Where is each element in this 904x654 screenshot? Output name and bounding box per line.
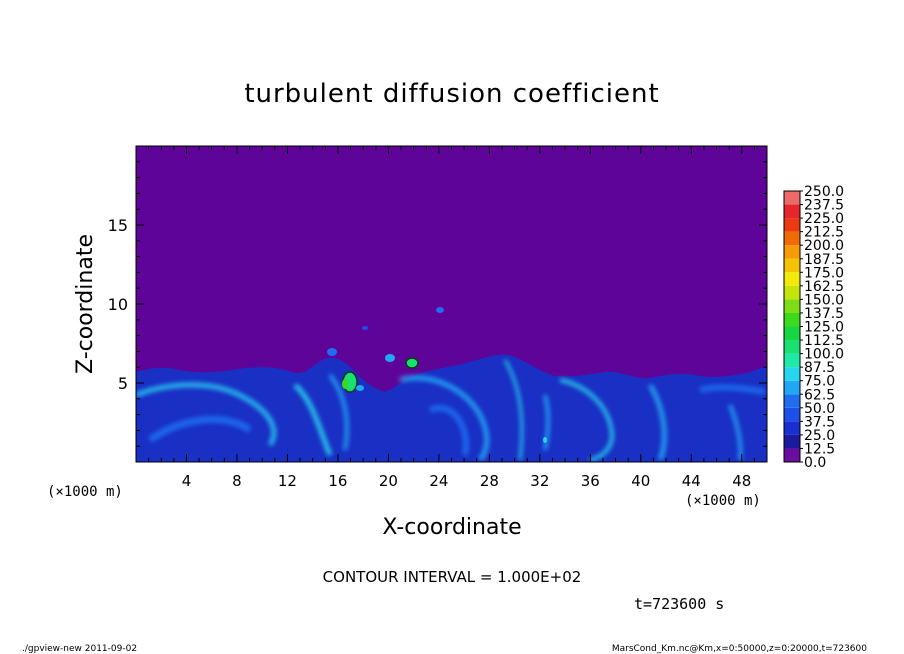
y-axis-ticks: 5 10 15 — [108, 161, 767, 447]
colorbar-label: 162.5 — [804, 279, 844, 295]
footer-right: MarsCond_Km.nc@Km,x=0:50000,z=0:20000,t=… — [612, 644, 867, 654]
x-tick-label: 48 — [732, 472, 751, 490]
colorbar-label: 75.0 — [804, 374, 835, 390]
colorbar-label: 237.5 — [804, 198, 844, 214]
colorbar-swatch — [784, 340, 800, 354]
colorbar-swatch — [784, 258, 800, 273]
colorbar-swatch — [784, 407, 800, 422]
colorbar-label: 25.0 — [804, 428, 835, 444]
x-tick-label: 4 — [182, 472, 192, 490]
colorbar-swatch — [784, 245, 800, 259]
high-values-patches — [327, 307, 547, 443]
colorbar-swatch — [784, 353, 800, 368]
y-tick-label: 15 — [108, 216, 128, 235]
footer-left: ./gpview-new 2011-09-02 — [22, 644, 137, 654]
colorbar-label: 37.5 — [804, 414, 835, 430]
x-tick-label: 16 — [328, 472, 347, 490]
x-unit-left: (×1000 m) — [47, 484, 123, 500]
colorbar-label: 187.5 — [804, 252, 844, 268]
colorbar-swatch — [784, 285, 800, 300]
x-tick-label: 12 — [278, 472, 297, 490]
colorbar-swatch — [784, 312, 800, 327]
contour-interval: CONTOUR INTERVAL = 1.000E+02 — [323, 568, 582, 586]
colorbar-swatch — [784, 367, 800, 381]
x-tick-label: 28 — [480, 472, 499, 490]
colorbar-label: 125.0 — [804, 320, 844, 336]
time-label: t=723600 s — [634, 595, 724, 613]
x-tick-label: 8 — [232, 472, 242, 490]
x-axis-ticks: 4 8 12 16 20 24 28 32 36 40 44 48 — [148, 146, 755, 490]
x-axis-label: X-coordinate — [382, 515, 521, 540]
colorbar-swatch — [784, 299, 800, 313]
colorbar-label: 12.5 — [804, 441, 835, 457]
colorbar-swatch — [784, 394, 800, 408]
x-tick-label: 24 — [429, 472, 448, 490]
colorbar-label: 212.5 — [804, 225, 844, 241]
x-tick-label: 40 — [631, 472, 650, 490]
colorbar-swatch — [784, 434, 800, 449]
colorbar-swatch — [784, 421, 800, 435]
colorbar-label: 250.0 — [804, 184, 844, 200]
colorbar-label: 87.5 — [804, 360, 835, 376]
colorbar-label: 62.5 — [804, 387, 835, 403]
colorbar-swatch — [784, 448, 800, 462]
y-tick-label: 5 — [118, 374, 128, 393]
colorbar-label: 100.0 — [804, 347, 844, 363]
colorbar-label: 200.0 — [804, 238, 844, 254]
colorbar-label: 150.0 — [804, 292, 844, 308]
x-tick-label: 44 — [682, 472, 701, 490]
colorbar-swatch — [784, 380, 800, 395]
colorbar-swatch — [784, 218, 800, 232]
eddy-structures — [136, 359, 766, 462]
x-tick-label: 32 — [530, 472, 549, 490]
colorbar-label: 0.0 — [804, 455, 826, 471]
colorbar-label: 175.0 — [804, 265, 844, 281]
turbulence-field — [136, 307, 767, 462]
y-tick-label: 10 — [108, 295, 128, 314]
x-tick-label: 20 — [379, 472, 398, 490]
x-unit-right: (×1000 m) — [685, 493, 761, 509]
colorbar-swatch — [784, 272, 800, 286]
colorbar-label: 50.0 — [804, 401, 835, 417]
colorbar-label: 137.5 — [804, 306, 844, 322]
colorbar: 0.012.525.037.550.062.575.087.5100.0112.… — [783, 184, 844, 471]
colorbar-label: 225.0 — [804, 211, 844, 227]
colorbar-swatch — [784, 204, 800, 219]
chart-title: turbulent diffusion coefficient — [244, 79, 659, 109]
colorbar-swatch — [784, 231, 800, 246]
x-tick-label: 36 — [581, 472, 600, 490]
colorbar-label: 112.5 — [804, 333, 844, 349]
colorbar-swatch — [784, 191, 800, 205]
y-axis-label: Z-coordinate — [73, 234, 98, 374]
colorbar-swatch — [784, 326, 800, 341]
